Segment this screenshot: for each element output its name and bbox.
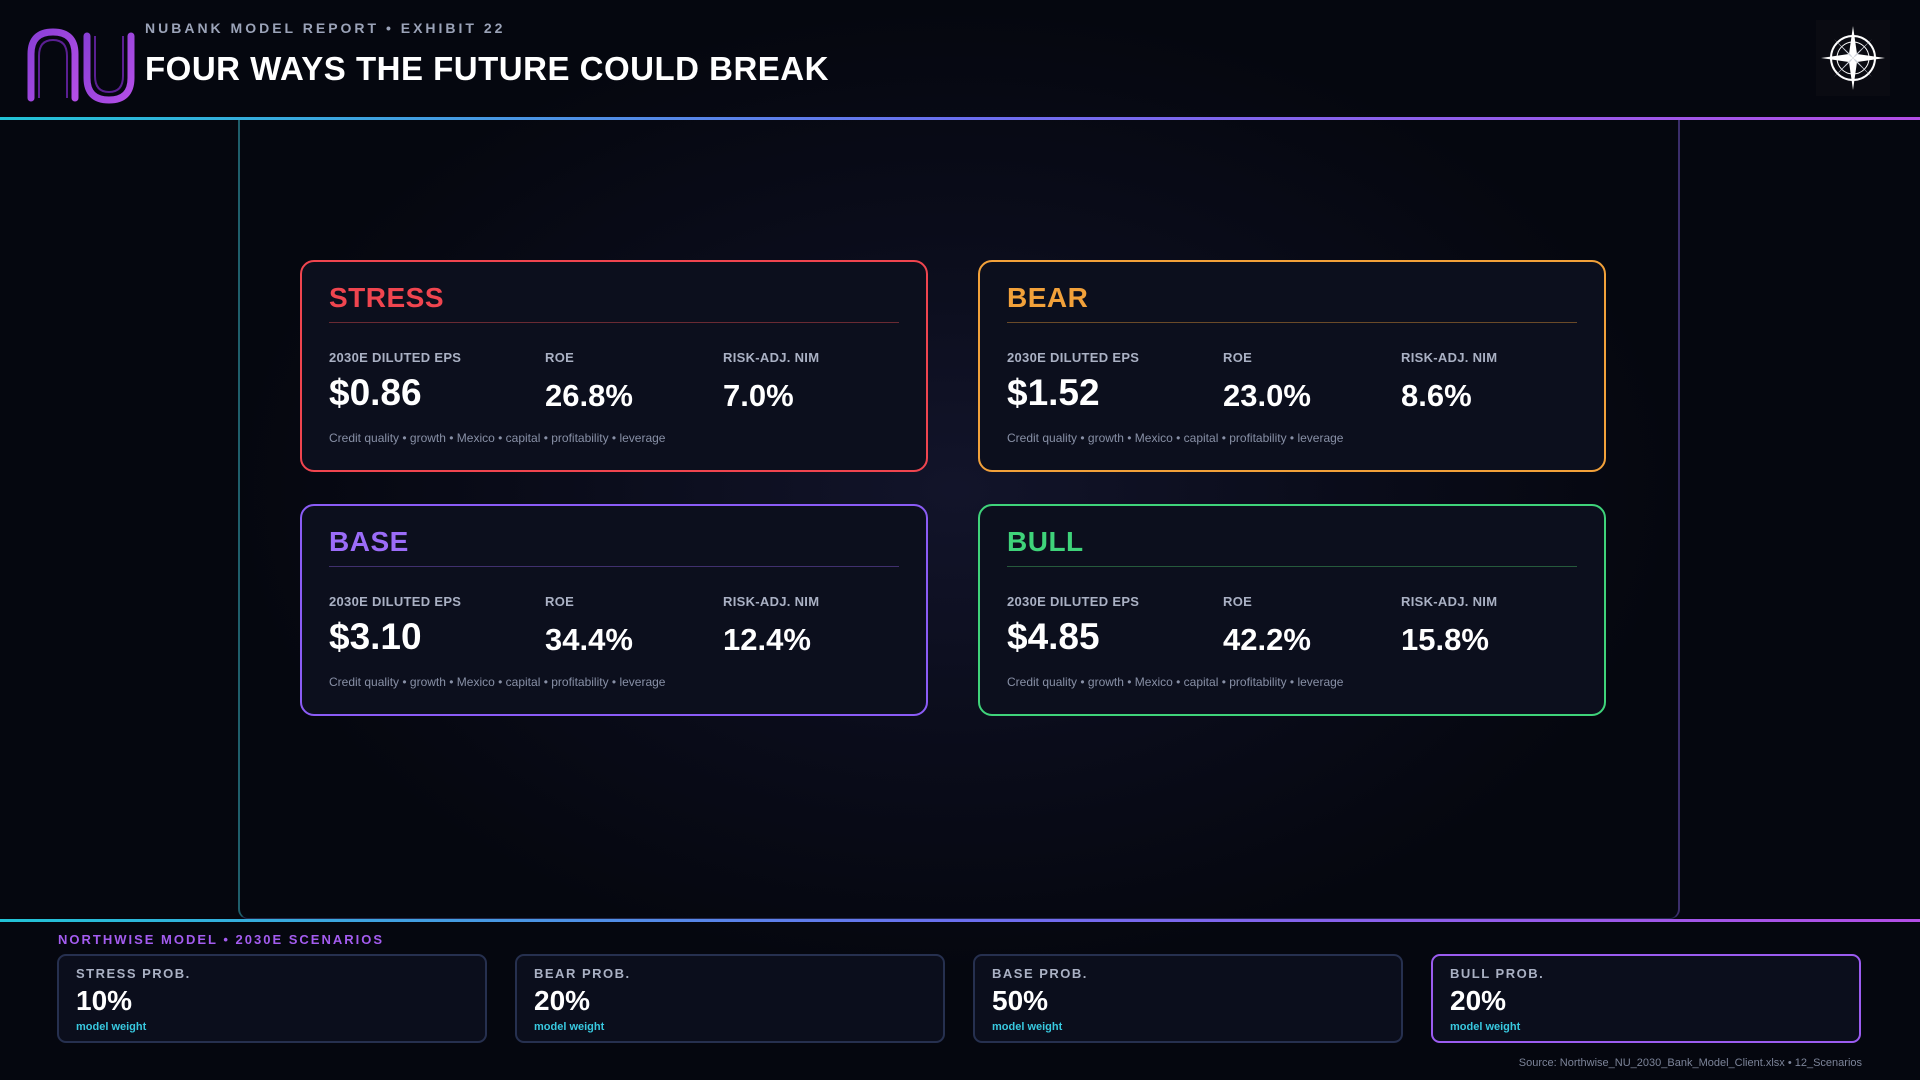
eps-label: 2030E DILUTED EPS — [329, 350, 462, 365]
probability-caption: model weight — [992, 1021, 1063, 1033]
header-divider — [0, 117, 1920, 120]
eps-label: 2030E DILUTED EPS — [1007, 594, 1140, 609]
source-note: Source: Northwise_NU_2030_Bank_Model_Cli… — [1518, 1057, 1862, 1069]
nu-logo — [27, 28, 135, 104]
eps-value: $1.52 — [1007, 372, 1100, 413]
roe-label: ROE — [545, 350, 575, 365]
scenario-name: STRESS — [329, 282, 445, 313]
eps-value: $0.86 — [329, 372, 422, 413]
nim-value: 7.0% — [723, 378, 794, 413]
footer-divider — [0, 919, 1920, 922]
roe-value: 42.2% — [1223, 622, 1311, 657]
probability-value: 50% — [992, 985, 1049, 1016]
probability-label: BASE PROB. — [992, 966, 1088, 981]
eps-value: $4.85 — [1007, 616, 1100, 657]
roe-value: 26.8% — [545, 378, 633, 413]
scenario-card-bull: BULL 2030E DILUTED EPS ROE RISK-ADJ. NIM… — [978, 504, 1606, 716]
scenario-name: BEAR — [1007, 282, 1089, 313]
roe-value: 34.4% — [545, 622, 633, 657]
nim-value: 8.6% — [1401, 378, 1472, 413]
report-kicker: NUBANK MODEL REPORT • EXHIBIT 22 — [145, 20, 506, 36]
probability-caption: model weight — [534, 1021, 605, 1033]
probability-value: 20% — [1450, 985, 1507, 1016]
probability-label: STRESS PROB. — [76, 966, 191, 981]
nim-label: RISK-ADJ. NIM — [723, 594, 820, 609]
scenario-card-base: BASE 2030E DILUTED EPS ROE RISK-ADJ. NIM… — [300, 504, 928, 716]
scenario-name: BULL — [1007, 526, 1084, 557]
footer-heading: NORTHWISE MODEL • 2030E SCENARIOS — [58, 932, 385, 947]
nim-label: RISK-ADJ. NIM — [723, 350, 820, 365]
scenario-name: BASE — [329, 526, 409, 557]
probability-card-stress: STRESS PROB. 10% model weight — [57, 954, 487, 1043]
page-title: FOUR WAYS THE FUTURE COULD BREAK — [145, 50, 829, 87]
roe-label: ROE — [1223, 350, 1253, 365]
probability-card-base: BASE PROB. 50% model weight — [973, 954, 1403, 1043]
scenario-drivers: Credit quality • growth • Mexico • capit… — [1007, 675, 1344, 689]
nim-value: 12.4% — [723, 622, 811, 657]
probability-card-bear: BEAR PROB. 20% model weight — [515, 954, 945, 1043]
nim-label: RISK-ADJ. NIM — [1401, 350, 1498, 365]
probability-card-bull: BULL PROB. 20% model weight — [1431, 954, 1861, 1043]
probability-value: 10% — [76, 985, 133, 1016]
probability-label: BULL PROB. — [1450, 966, 1545, 981]
scenario-drivers: Credit quality • growth • Mexico • capit… — [329, 675, 666, 689]
scenario-card-bear: BEAR 2030E DILUTED EPS ROE RISK-ADJ. NIM… — [978, 260, 1606, 472]
roe-label: ROE — [1223, 594, 1253, 609]
roe-value: 23.0% — [1223, 378, 1311, 413]
scenario-drivers: Credit quality • growth • Mexico • capit… — [1007, 431, 1344, 445]
eps-label: 2030E DILUTED EPS — [329, 594, 462, 609]
compass-icon — [1816, 20, 1890, 96]
card-divider — [1007, 566, 1577, 567]
probability-caption: model weight — [1450, 1021, 1521, 1033]
nim-value: 15.8% — [1401, 622, 1489, 657]
scenario-drivers: Credit quality • growth • Mexico • capit… — [329, 431, 666, 445]
nim-label: RISK-ADJ. NIM — [1401, 594, 1498, 609]
probability-value: 20% — [534, 985, 591, 1016]
scenario-panel — [238, 120, 1680, 919]
probability-label: BEAR PROB. — [534, 966, 631, 981]
card-divider — [329, 322, 899, 323]
scenario-card-stress: STRESS 2030E DILUTED EPS ROE RISK-ADJ. N… — [300, 260, 928, 472]
eps-label: 2030E DILUTED EPS — [1007, 350, 1140, 365]
probability-caption: model weight — [76, 1021, 147, 1033]
card-divider — [329, 566, 899, 567]
card-divider — [1007, 322, 1577, 323]
eps-value: $3.10 — [329, 616, 422, 657]
roe-label: ROE — [545, 594, 575, 609]
